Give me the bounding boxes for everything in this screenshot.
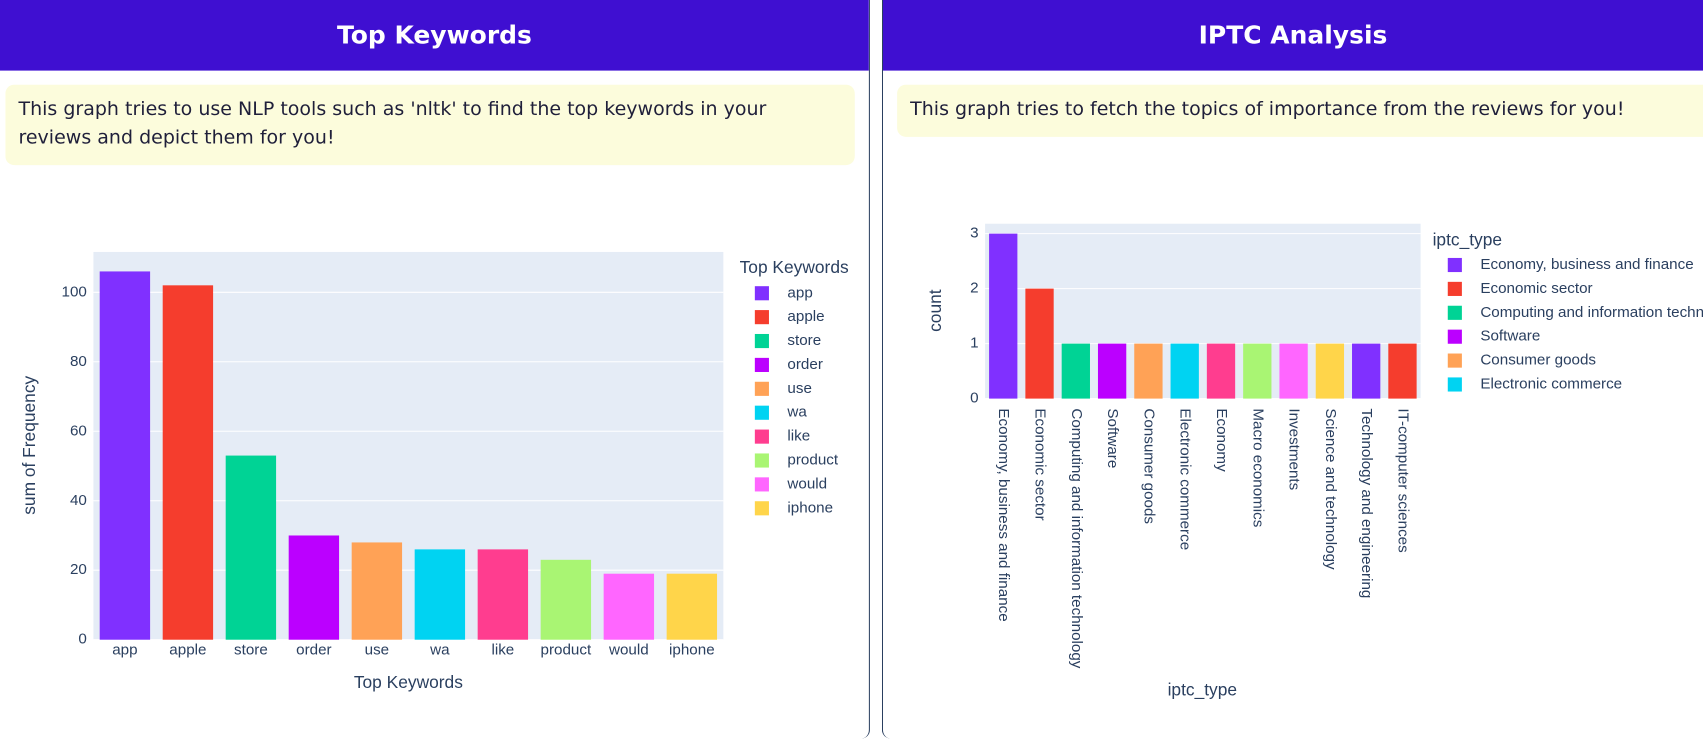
panel-title: Top Keywords [0,0,869,71]
panel-title: IPTC Analysis [882,0,1703,71]
panel: IPTC Analysis This graph tries to fetch … [881,0,1703,739]
panel-description: This graph tries to use NLP tools such a… [5,84,855,166]
panel: Top Keywords This graph tries to use NLP… [0,0,870,739]
panel-description: This graph tries to fetch the topics of … [897,84,1703,137]
